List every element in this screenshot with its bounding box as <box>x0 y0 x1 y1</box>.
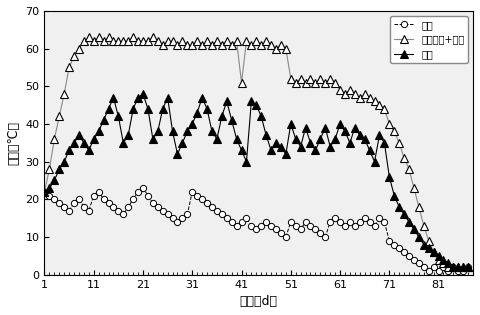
对照 <box>224 100 229 103</box>
Legend: 气温, 接种菌剂+盖膜, 对照: 气温, 接种菌剂+盖膜, 对照 <box>390 16 468 63</box>
对照 <box>391 194 397 198</box>
气温 <box>140 186 146 190</box>
气温 <box>391 243 397 246</box>
气温 <box>465 265 471 269</box>
气温 <box>426 269 432 273</box>
接种菌剂+盖膜 <box>170 39 176 43</box>
接种菌剂+盖膜 <box>391 129 397 133</box>
Line: 对照: 对照 <box>40 90 472 271</box>
接种菌剂+盖膜 <box>86 35 92 39</box>
对照 <box>135 96 141 100</box>
对照 <box>42 190 48 194</box>
接种菌剂+盖膜 <box>140 39 146 43</box>
对照 <box>110 96 116 100</box>
对照 <box>450 265 456 269</box>
气温 <box>170 216 176 220</box>
气温 <box>258 224 264 227</box>
接种菌剂+盖膜 <box>224 39 229 43</box>
接种菌剂+盖膜 <box>116 39 121 43</box>
Line: 接种菌剂+盖膜: 接种菌剂+盖膜 <box>40 33 472 271</box>
对照 <box>140 92 146 96</box>
X-axis label: 时间（d）: 时间（d） <box>240 295 278 308</box>
对照 <box>258 115 264 118</box>
接种菌剂+盖膜 <box>445 265 451 269</box>
Line: 气温: 气温 <box>41 185 471 274</box>
接种菌剂+盖膜 <box>258 43 264 47</box>
对照 <box>170 129 176 133</box>
气温 <box>135 190 141 194</box>
接种菌剂+盖膜 <box>465 265 471 269</box>
气温 <box>42 190 48 194</box>
接种菌剂+盖膜 <box>42 190 48 194</box>
Y-axis label: 温度（℃）: 温度（℃） <box>7 121 20 165</box>
对照 <box>465 265 471 269</box>
气温 <box>110 205 116 209</box>
气温 <box>224 216 229 220</box>
